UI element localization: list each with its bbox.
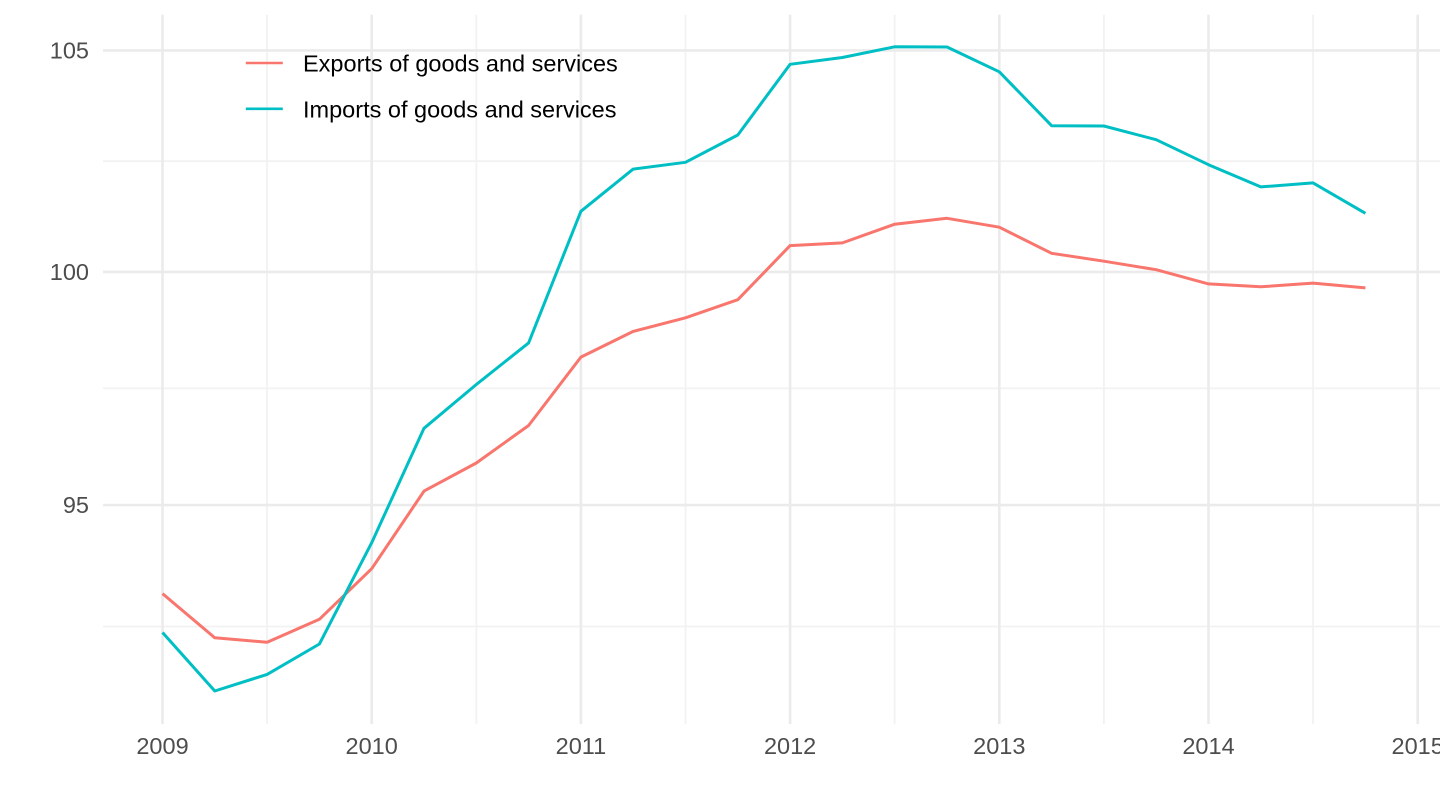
svg-text:95: 95 bbox=[63, 492, 89, 518]
svg-text:2014: 2014 bbox=[1182, 733, 1234, 759]
svg-text:2009: 2009 bbox=[136, 733, 188, 759]
svg-text:2012: 2012 bbox=[764, 733, 816, 759]
svg-text:2015: 2015 bbox=[1392, 733, 1440, 759]
svg-text:2010: 2010 bbox=[346, 733, 398, 759]
svg-text:2013: 2013 bbox=[973, 733, 1025, 759]
svg-text:105: 105 bbox=[50, 38, 89, 64]
svg-text:2011: 2011 bbox=[556, 733, 607, 759]
svg-text:Exports of goods and services: Exports of goods and services bbox=[303, 51, 618, 77]
svg-text:Imports of goods and services: Imports of goods and services bbox=[303, 96, 617, 122]
svg-text:100: 100 bbox=[50, 259, 89, 285]
